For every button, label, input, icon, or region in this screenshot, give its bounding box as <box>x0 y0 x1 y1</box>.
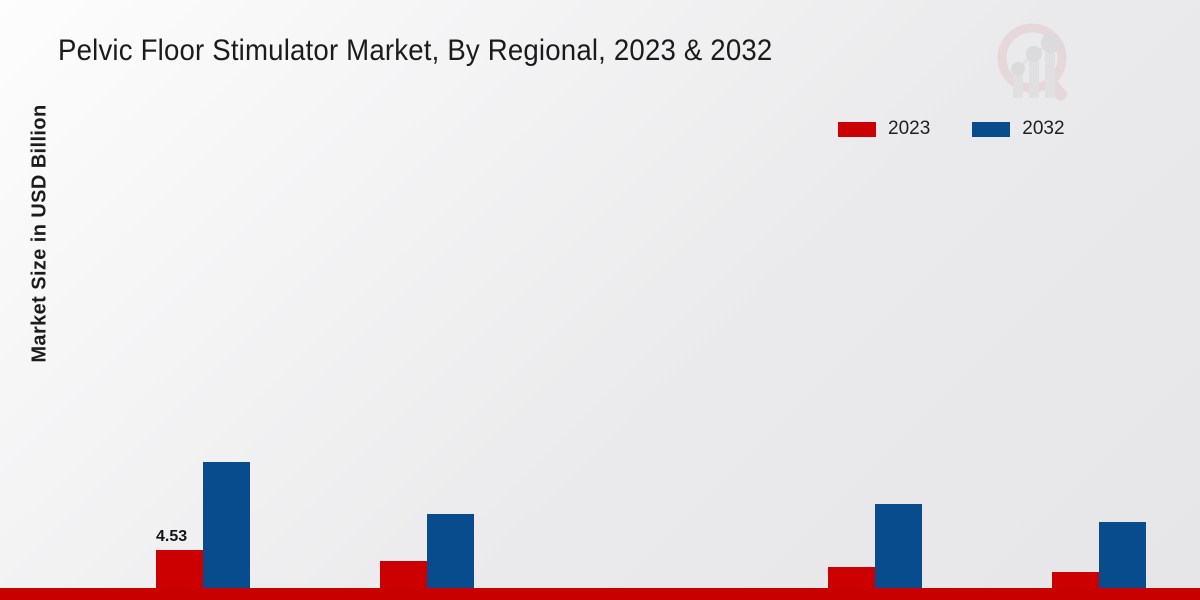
legend-item-2032[interactable]: 2032 <box>972 118 1065 140</box>
chart-title: Pelvic Floor Stimulator Market, By Regio… <box>58 34 773 67</box>
chart-legend: 2023 2032 <box>838 118 1065 140</box>
legend-label-2023: 2023 <box>888 118 931 139</box>
legend-label-2032: 2032 <box>1022 118 1065 139</box>
legend-item-2023[interactable]: 2023 <box>838 118 930 140</box>
bar-2032-asia-pacific[interactable] <box>875 503 922 600</box>
bar-pair <box>108 165 298 600</box>
bar-2032-middle-east-and-africa[interactable] <box>1099 522 1146 600</box>
plot-area: 4.53 NORTHAMERICAEUROPESOUTHAMERICAASIAP… <box>46 165 1186 600</box>
footer-bar <box>0 588 1200 600</box>
bar-value-label: 4.53 <box>156 527 188 545</box>
bar-group <box>556 165 746 600</box>
watermark-logo-icon <box>988 16 1084 108</box>
bar-group <box>332 165 522 600</box>
bar-2032-europe[interactable] <box>427 513 474 600</box>
bar-pair <box>332 165 522 600</box>
bar-group <box>1004 165 1194 600</box>
bar-pair <box>556 165 746 600</box>
bar-2032-north-america[interactable] <box>203 462 250 600</box>
legend-swatch-2023 <box>838 121 876 137</box>
bar-pair <box>780 165 970 600</box>
legend-swatch-2032 <box>972 121 1011 137</box>
bar-group <box>780 165 970 600</box>
bar-pair <box>1004 165 1194 600</box>
bar-group <box>108 165 298 600</box>
